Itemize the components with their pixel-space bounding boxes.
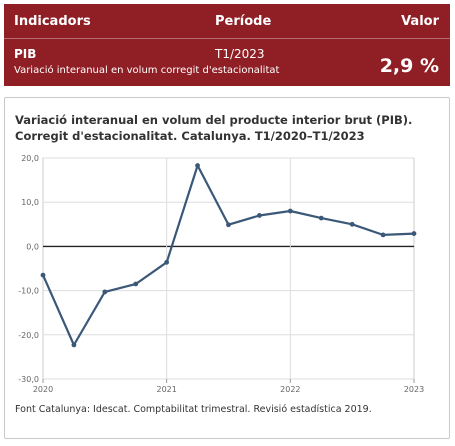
chart-card: Variació interanual en volum del product… <box>4 97 450 439</box>
y-tick-label: -30,0 <box>18 375 39 384</box>
y-tick-label: -10,0 <box>18 287 39 296</box>
chart-title: Variació interanual en volum del product… <box>15 113 413 143</box>
x-tick-label: 2022 <box>280 385 300 394</box>
column-value: Valor <box>401 14 439 29</box>
data-point <box>349 221 355 227</box>
data-point <box>380 232 386 238</box>
column-period: Període <box>215 14 272 29</box>
column-indicators: Indicadors <box>14 14 91 29</box>
data-point <box>133 281 139 287</box>
data-point <box>40 272 46 278</box>
data-point <box>195 163 200 168</box>
data-point <box>71 342 77 348</box>
data-point <box>226 222 231 228</box>
y-tick-label: 0,0 <box>26 242 39 251</box>
indicators-header: Indicadors Període Valor PIB T1/2023 Var… <box>4 4 450 86</box>
series-line <box>41 164 415 347</box>
y-tick-label: 20,0 <box>21 154 39 163</box>
indicator-period: T1/2023 <box>215 47 265 61</box>
data-point <box>257 213 262 218</box>
data-point <box>164 259 170 265</box>
indicator-description: Variació interanual en volum corregit d'… <box>14 65 280 76</box>
data-point <box>287 208 293 214</box>
header-divider <box>4 38 450 39</box>
y-tick-label: -20,0 <box>18 331 39 340</box>
data-point <box>318 215 324 221</box>
chart-source: Font Catalunya: Idescat. Comptabilitat t… <box>15 404 372 415</box>
x-tick-label: 2021 <box>156 385 176 394</box>
x-tick-label: 2020 <box>33 385 53 394</box>
y-tick-label: 10,0 <box>21 198 39 207</box>
data-point <box>102 289 108 295</box>
data-point <box>411 231 417 236</box>
plot-frame <box>42 157 415 380</box>
indicator-name: PIB <box>14 47 37 61</box>
indicator-value: 2,9 % <box>379 55 439 77</box>
x-tick-label: 2023 <box>404 385 424 394</box>
